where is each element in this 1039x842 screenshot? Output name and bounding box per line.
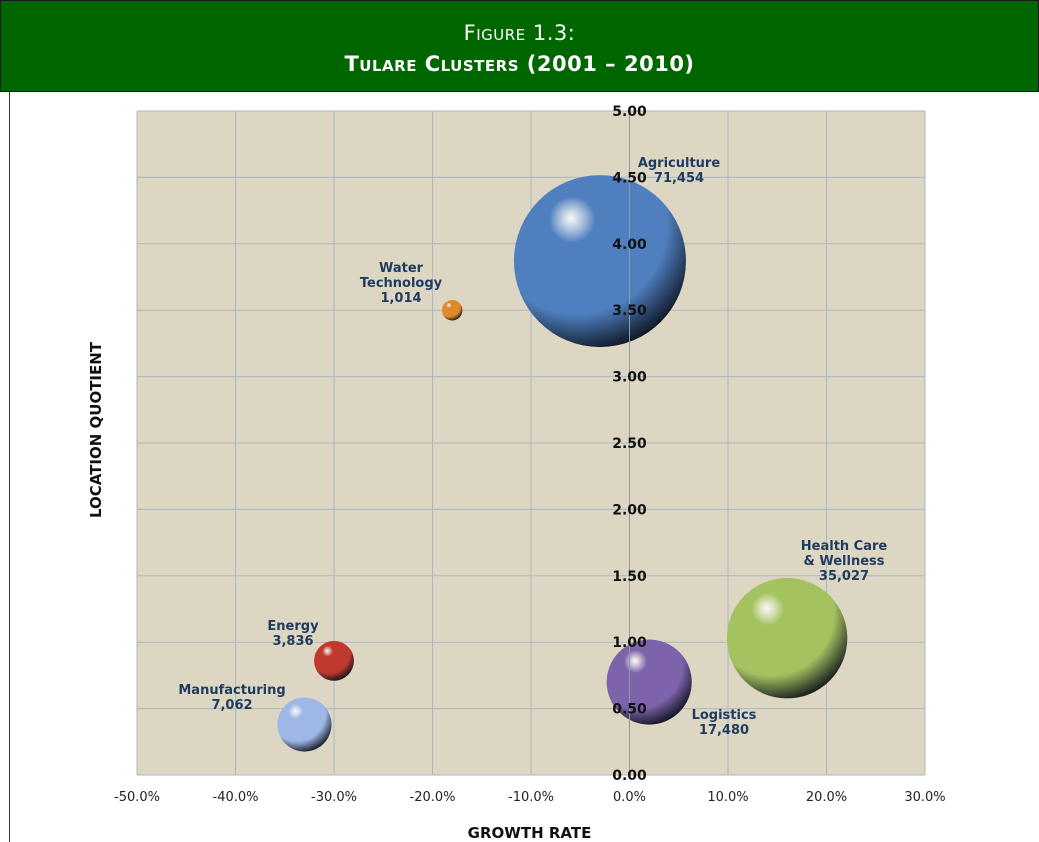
x-tick-label: 20.0%	[806, 790, 847, 805]
x-tick-label: 10.0%	[707, 790, 748, 805]
left-border	[9, 92, 10, 842]
x-tick-label: 0.0%	[613, 790, 646, 805]
bubble-water-technology	[441, 299, 463, 321]
figure-title: Tulare Clusters (2001 – 2010)	[344, 52, 695, 76]
x-tick-label: -30.0%	[311, 790, 357, 805]
data-label-water-technology: Water Technology 1,014	[360, 261, 443, 306]
y-tick-label: 0.00	[612, 768, 647, 784]
x-axis-label: GROWTH RATE	[467, 824, 592, 842]
x-tick-label: -20.0%	[410, 790, 456, 805]
data-label-logistics: Logistics 17,480	[692, 708, 757, 738]
data-label-agriculture: Agriculture 71,454	[638, 156, 721, 186]
bubble-energy	[314, 640, 354, 681]
y-tick-label: 4.00	[612, 237, 647, 253]
x-tick-label: 30.0%	[904, 790, 945, 805]
data-label-manufacturing: Manufacturing 7,062	[178, 683, 285, 713]
y-axis-label: LOCATION QUOTIENT	[87, 341, 105, 519]
x-tick-label: -10.0%	[508, 790, 554, 805]
bubble-logistics	[606, 639, 692, 725]
bubble-manufacturing	[277, 697, 332, 752]
y-tick-label: 3.00	[612, 370, 647, 386]
figure-number: Figure 1.3:	[463, 21, 576, 45]
data-label-energy: Energy 3,836	[267, 619, 319, 649]
x-tick-label: -50.0%	[114, 790, 160, 805]
y-tick-label: 0.50	[612, 702, 647, 718]
bubble-health-care-wellness	[726, 578, 848, 699]
y-tick-label: 4.50	[612, 170, 647, 186]
y-tick-label: 1.50	[612, 569, 647, 585]
y-tick-label: 5.00	[612, 104, 647, 120]
x-tick-label: -40.0%	[213, 790, 259, 805]
y-tick-label: 1.00	[612, 635, 647, 651]
data-label-health-care-wellness: Health Care & Wellness 35,027	[801, 539, 888, 584]
y-tick-label: 2.50	[612, 436, 647, 452]
y-tick-label: 3.50	[612, 303, 647, 319]
figure-header: Figure 1.3: Tulare Clusters (2001 – 2010…	[0, 0, 1039, 92]
y-tick-label: 2.00	[612, 502, 647, 518]
bubble-agriculture	[513, 175, 686, 348]
